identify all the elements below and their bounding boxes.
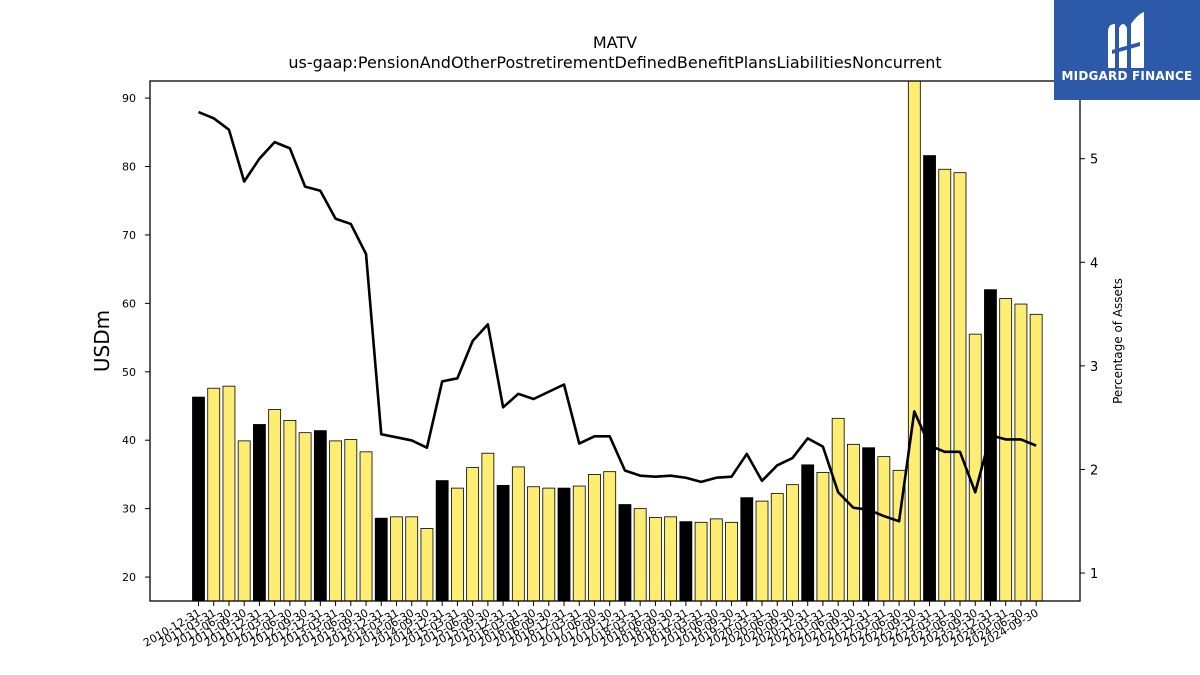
bar-2011-06-30 (222, 385, 236, 602)
bar-2018-09-30 (664, 516, 678, 602)
left-axis-ticks: 20 30 40 50 60 70 80 90 (122, 92, 150, 584)
midgard-logo-icon (1108, 12, 1144, 68)
bar-2011-03-31 (207, 387, 221, 602)
bar-2012-06-30 (283, 419, 297, 602)
y2-tick-label: 5 (1090, 153, 1098, 168)
bar-2017-06-30 (588, 474, 601, 602)
bar-2020-12-31 (801, 464, 815, 602)
plot-frame (149, 80, 1081, 602)
y-tick-label: 50 (122, 366, 136, 379)
bar-2022-12-31 (923, 155, 936, 602)
bar-2018-03-31 (633, 508, 647, 602)
bar-2022-09-30 (907, 80, 921, 602)
bar-2012-12-31 (313, 430, 327, 602)
bar-2017-09-30 (603, 471, 617, 602)
bar-2015-03-31 (451, 487, 464, 602)
y-tick-label: 20 (122, 571, 136, 584)
bar-2019-09-30 (725, 521, 738, 602)
bar-2020-03-31 (755, 500, 769, 602)
y2-tick-label: 4 (1090, 256, 1098, 271)
line-series (198, 110, 1037, 523)
bar-2024-06-30 (1014, 303, 1028, 602)
bar-2018-06-30 (649, 517, 662, 602)
bar-2020-09-30 (786, 484, 799, 602)
bar-2021-09-30 (846, 443, 860, 602)
brand-name: MIDGARD FINANCE (1061, 69, 1193, 83)
y-axis-label: USDm (90, 310, 114, 372)
bar-2014-06-30 (405, 516, 419, 602)
bar-2012-09-30 (298, 432, 312, 602)
bar-2021-03-31 (816, 471, 830, 602)
bar-2018-12-31 (679, 521, 693, 602)
y-tick-label: 90 (122, 92, 136, 105)
bar-2022-03-31 (877, 456, 891, 602)
chart-title: MATV (593, 33, 637, 52)
bar-2015-09-30 (481, 452, 495, 602)
percentage-line (198, 110, 1037, 523)
bar-2014-03-31 (390, 516, 403, 602)
bar-2015-06-30 (466, 467, 480, 602)
bar-2019-12-31 (740, 497, 754, 602)
bar-2020-06-30 (770, 493, 784, 602)
bar-2015-12-31 (496, 484, 510, 602)
y2-tick-label: 3 (1090, 360, 1098, 375)
bar-2023-06-30 (953, 172, 967, 602)
bar-2014-12-31 (435, 480, 449, 602)
y-tick-label: 30 (122, 503, 136, 516)
bar-2011-09-30 (237, 440, 251, 602)
bar-2014-09-30 (420, 528, 434, 602)
bar-2013-12-31 (374, 517, 388, 602)
y-tick-label: 70 (122, 229, 136, 242)
bar-2024-03-31 (999, 298, 1013, 602)
bar-2023-12-31 (984, 289, 997, 602)
bar-2024-09-30 (1029, 313, 1043, 602)
bar-2017-12-31 (618, 504, 632, 602)
y2-axis-label: Percentage of Assets (1111, 278, 1125, 404)
y-tick-label: 80 (122, 161, 136, 174)
bar-series (192, 80, 1043, 602)
bar-2013-06-30 (344, 439, 358, 602)
y2-tick-label: 1 (1090, 567, 1098, 582)
bar-2016-03-31 (511, 466, 525, 602)
y2-tick-label: 2 (1090, 463, 1098, 478)
bar-2016-06-30 (527, 486, 540, 602)
bar-2016-09-30 (542, 487, 556, 602)
bar-2010-12-31 (192, 396, 205, 602)
bar-2013-09-30 (359, 451, 373, 602)
chart-subtitle: us-gaap:PensionAndOtherPostretirementDef… (288, 53, 941, 72)
bar-2013-03-31 (329, 440, 342, 602)
brand-logo: MIDGARD FINANCE (1054, 0, 1200, 100)
bar-2023-09-30 (968, 333, 982, 602)
bar-2017-03-31 (572, 485, 586, 602)
bar-2019-06-30 (709, 518, 723, 602)
x-axis-ticks: 2010-12-312011-03-312011-06-302011-09-30… (141, 601, 1041, 650)
bar-2021-06-30 (831, 417, 845, 602)
bar-2023-03-31 (938, 168, 952, 602)
bar-2021-12-31 (862, 447, 876, 602)
bar-2011-12-31 (253, 424, 266, 602)
bar-2019-03-31 (694, 521, 708, 602)
y-tick-label: 60 (122, 297, 136, 310)
bar-2016-12-31 (557, 487, 571, 602)
bar-2012-03-31 (268, 409, 282, 602)
right-axis-ticks: 1 2 3 4 5 (1080, 153, 1098, 582)
y-tick-label: 40 (122, 434, 136, 447)
